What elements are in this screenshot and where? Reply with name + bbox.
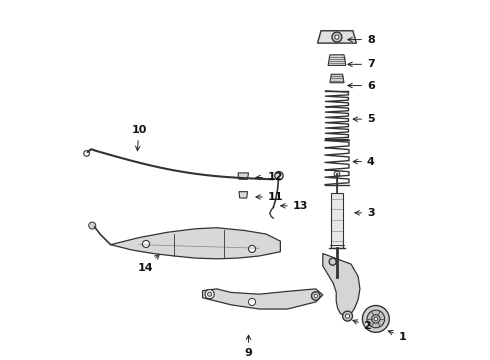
Circle shape	[312, 292, 320, 300]
Circle shape	[367, 310, 385, 328]
Text: 2: 2	[353, 320, 371, 331]
Text: 11: 11	[256, 192, 284, 202]
Polygon shape	[202, 289, 323, 309]
Circle shape	[314, 294, 318, 298]
Text: 7: 7	[348, 59, 375, 69]
Polygon shape	[318, 31, 356, 43]
Circle shape	[208, 292, 212, 296]
Text: 3: 3	[355, 208, 375, 218]
Polygon shape	[111, 228, 280, 259]
Circle shape	[89, 222, 96, 229]
Text: 8: 8	[348, 35, 375, 45]
Circle shape	[248, 298, 256, 306]
Polygon shape	[323, 253, 360, 316]
Text: 9: 9	[245, 335, 252, 358]
Text: 4: 4	[353, 157, 375, 167]
Polygon shape	[239, 192, 247, 198]
Circle shape	[329, 258, 336, 265]
Text: 1: 1	[388, 330, 407, 342]
Polygon shape	[331, 193, 343, 248]
Polygon shape	[238, 173, 248, 179]
Circle shape	[335, 35, 339, 39]
Circle shape	[371, 315, 380, 323]
Text: 13: 13	[281, 201, 308, 211]
Circle shape	[84, 150, 89, 156]
Circle shape	[334, 171, 340, 177]
Text: 6: 6	[348, 81, 375, 91]
Circle shape	[143, 240, 149, 248]
Circle shape	[343, 311, 352, 321]
Text: 10: 10	[131, 125, 147, 150]
Circle shape	[363, 306, 389, 332]
Circle shape	[205, 289, 214, 299]
Polygon shape	[328, 55, 346, 66]
Circle shape	[374, 317, 378, 321]
Circle shape	[275, 171, 283, 180]
Circle shape	[345, 314, 350, 318]
Circle shape	[332, 32, 342, 42]
Text: 14: 14	[138, 255, 159, 273]
Circle shape	[248, 246, 256, 252]
Text: 12: 12	[256, 172, 284, 183]
Polygon shape	[330, 74, 344, 83]
Text: 5: 5	[353, 114, 375, 124]
